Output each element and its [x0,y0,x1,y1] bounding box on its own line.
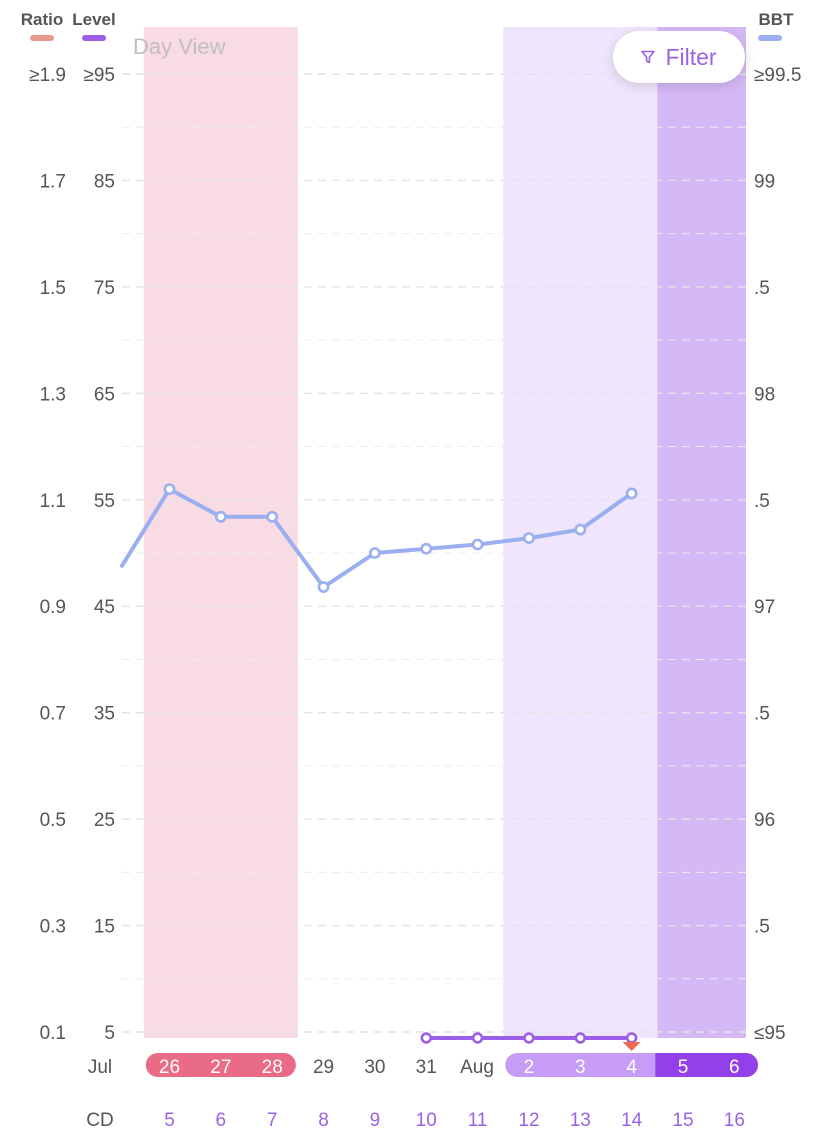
bbt-point [574,523,587,536]
bbt-series [120,483,638,593]
phase-bands [143,27,746,1038]
legend-ratio-label: Ratio [21,10,64,29]
cycle-day-label: 11 [468,1110,488,1131]
month-start-label: Jul [88,1057,112,1078]
ratio-tick-label: 0.1 [40,1023,66,1044]
cycle-day-label: 15 [672,1110,693,1131]
ratio-tick-label: 1.3 [40,384,66,405]
cycle-day-label: 12 [518,1110,539,1131]
bbt-point [420,542,433,555]
cycle-day-label: 6 [216,1110,227,1131]
level-tick-label: 25 [94,810,115,831]
filter-icon [641,50,656,64]
level-point [625,1032,638,1044]
level-tick-label: 85 [94,171,115,192]
ovulation-marker [622,1042,641,1051]
bbt-tick-label: 99 [754,171,775,192]
date-axis: Jul Aug CD 26 27 28 29 30 31 2 3 4 5 6 5 6 7 8 9 10 11 12 1… [86,1042,759,1131]
bbt-point [317,581,330,593]
level-tick-label: 75 [94,278,115,299]
ratio-tick-label: 1.7 [40,171,66,192]
bbt-tick-label: 97 [754,597,775,618]
bbt-point [163,483,176,496]
axis-ticks: ≥1.9 1.7 1.5 1.3 1.1 0.9 0.7 0.5 0.3 0.1 ≥95 85 75 65… [29,65,801,1044]
cycle-day-label: 7 [267,1110,278,1131]
date-label: 28 [262,1057,283,1078]
date-pill-ovulation [659,1053,759,1077]
level-tick-label: 65 [94,384,115,405]
bbt-point [368,547,381,559]
bbt-tick-label: 96 [754,810,775,831]
level-point [574,1032,586,1044]
level-point [523,1032,535,1044]
level-tick-label: 35 [94,704,115,725]
date-label: 2 [524,1057,535,1078]
bbt-point [471,538,484,551]
ratio-tick-label: 0.9 [40,597,66,618]
cycle-day-label: 10 [416,1110,437,1131]
cycle-day-label: 8 [318,1110,329,1131]
band-ovulation [657,27,746,1038]
bbt-tick-label: ≤95 [754,1023,786,1044]
date-label: 4 [626,1057,637,1078]
month-change-label: Aug [460,1057,494,1078]
ratio-tick-label: 0.7 [40,704,66,725]
date-label: 31 [416,1057,437,1078]
filter-button[interactable]: Filter [613,31,745,83]
cd-label: CD [86,1110,113,1131]
level-tick-label: 55 [94,491,115,512]
ratio-tick-label: 1.1 [40,491,66,512]
date-label: 29 [313,1057,334,1078]
date-label: 3 [575,1057,586,1078]
bbt-tick-label: .5 [754,278,770,299]
legend-bbt-label: BBT [759,10,795,29]
date-label: 26 [159,1057,180,1078]
day-view-label: Day View [133,34,226,59]
date-label: 30 [364,1057,385,1078]
date-pill-join [655,1053,672,1077]
bbt-tick-label: .5 [754,491,770,512]
ratio-tick-label: 0.5 [40,810,66,831]
bbt-tick-label: .5 [754,704,770,725]
bbt-point [214,510,227,523]
level-point [420,1032,432,1044]
bbt-tick-label: ≥99.5 [754,65,801,86]
level-point [471,1032,484,1044]
bbt-point [625,487,638,500]
level-tick-label: ≥95 [83,65,115,86]
bbt-tick-label: 98 [754,384,775,405]
date-pill-fertile [505,1053,656,1077]
level-tick-label: 15 [94,917,115,938]
date-label: 6 [729,1057,740,1078]
ratio-tick-label: ≥1.9 [29,65,66,86]
cycle-day-label: 9 [370,1110,381,1131]
date-pill-join [641,1053,658,1077]
date-pill-period [145,1053,296,1077]
ratio-tick-label: 0.3 [40,917,66,938]
band-period [143,27,298,1038]
bbt-point [266,510,279,523]
level-tick-label: 45 [94,597,115,618]
bbt-tick-label: .5 [754,917,770,938]
filter-label: Filter [665,43,717,70]
legend-ratio-swatch [30,35,54,41]
legend-level-label: Level [72,10,115,29]
level-series [420,1032,638,1044]
bbt-point [523,532,535,544]
legend: Ratio Level BBT [21,10,794,41]
legend-level-swatch [82,35,106,41]
ratio-tick-label: 1.5 [40,278,66,299]
cycle-day-label: 13 [570,1110,591,1131]
level-tick-label: 5 [104,1023,115,1044]
cycle-day-label: 14 [621,1110,643,1131]
date-label: 5 [678,1057,689,1078]
cycle-day-label: 5 [164,1110,175,1131]
date-label: 27 [210,1057,231,1078]
cycle-day-label: 16 [724,1110,745,1131]
gridlines [122,73,746,1033]
legend-bbt-swatch [758,35,782,41]
